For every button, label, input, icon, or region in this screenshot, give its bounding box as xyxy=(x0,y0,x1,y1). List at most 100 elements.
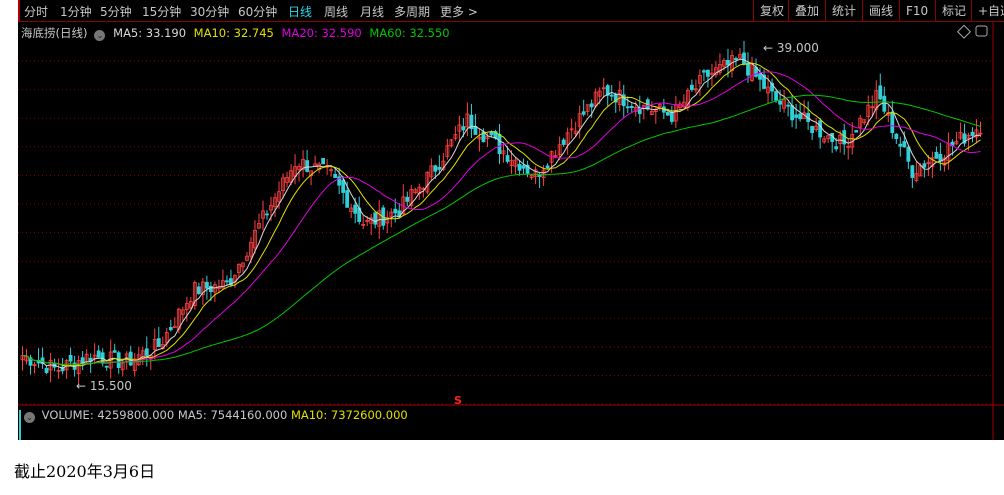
candle-body xyxy=(449,139,454,147)
ma5-line xyxy=(22,58,981,369)
candle-body xyxy=(96,350,101,358)
panel-toggle-icon xyxy=(975,25,988,37)
candle-body xyxy=(974,129,979,138)
candle-body xyxy=(249,242,253,257)
tab-1[interactable]: 1分钟 xyxy=(60,5,92,19)
ma5-value: MA5: 33.190 xyxy=(113,26,187,40)
tab-7[interactable]: 周线 xyxy=(324,5,349,19)
candle-body xyxy=(689,84,694,91)
candle-body xyxy=(184,303,189,310)
tab-2[interactable]: 5分钟 xyxy=(100,5,132,19)
candle-body xyxy=(702,70,706,73)
candle-body xyxy=(553,155,558,157)
tab-5[interactable]: 60分钟 xyxy=(238,5,278,19)
toolbar-button-6[interactable]: +自选 xyxy=(971,0,1004,22)
candle-body xyxy=(930,157,935,168)
toolbar-button-5[interactable]: 标记 xyxy=(935,0,972,22)
tab-0[interactable]: 分时 xyxy=(24,5,49,19)
candle-body xyxy=(413,189,418,193)
candle-body xyxy=(156,338,161,348)
candle-body xyxy=(265,213,269,216)
candle-body xyxy=(301,158,305,170)
candle-body xyxy=(970,131,975,136)
candle-body xyxy=(826,135,831,140)
candle-body xyxy=(144,348,149,356)
stock-title: 海底捞(日线) xyxy=(21,26,88,40)
tab-9[interactable]: 多周期 xyxy=(394,5,431,19)
toolbar-button-4[interactable]: F10 xyxy=(899,0,934,22)
candle-body xyxy=(742,52,746,65)
candle-body xyxy=(962,133,967,144)
toolbar-button-0[interactable]: 复权 xyxy=(753,0,790,22)
candle-body xyxy=(782,99,786,109)
candle-body xyxy=(349,207,354,212)
candle-body xyxy=(858,117,863,128)
candle-body xyxy=(714,67,718,76)
candle-body xyxy=(44,367,49,373)
candle-body xyxy=(609,94,614,97)
candle-body xyxy=(341,179,346,193)
candle-body xyxy=(172,325,177,329)
candle-body xyxy=(862,119,867,124)
candle-body xyxy=(305,160,309,172)
candle-body xyxy=(922,163,927,168)
candle-body xyxy=(954,140,959,145)
candle-body xyxy=(405,196,410,202)
signal-marker: S xyxy=(454,394,462,407)
candle-body xyxy=(393,208,398,214)
candle-body xyxy=(32,364,37,367)
candle-body xyxy=(537,175,542,177)
candle-body xyxy=(573,130,578,134)
tab-4[interactable]: 30分钟 xyxy=(190,5,230,19)
candle-body xyxy=(794,114,799,118)
period-toolbar: 分时 1分钟 5分钟 15分钟 30分钟 60分钟 日线 周线 月线 多周期 更多 > 复权 叠加 统计画… xyxy=(18,0,1004,22)
candle-body xyxy=(212,284,217,293)
candle-body xyxy=(333,174,338,178)
candle-body xyxy=(866,104,871,117)
candle-body xyxy=(196,286,201,294)
candle-body xyxy=(533,169,538,177)
low-label: ← 15.500 xyxy=(76,379,132,393)
candle-body xyxy=(541,169,546,178)
candle-body xyxy=(60,366,65,372)
candle-body xyxy=(361,223,366,226)
tab-3[interactable]: 15分钟 xyxy=(142,5,182,19)
candle-body xyxy=(565,132,570,145)
candle-body xyxy=(978,132,983,135)
candle-body xyxy=(798,113,803,120)
toolbar-button-2[interactable]: 统计 xyxy=(825,0,862,22)
candle-body xyxy=(818,120,823,138)
tab-10[interactable]: 更多 > xyxy=(440,5,478,19)
candle-body xyxy=(321,158,326,165)
candle-body xyxy=(910,165,915,178)
ma10-value: MA10: 32.745 xyxy=(193,26,274,40)
price-chart[interactable]: ← 39.000 ← 15.500 S xyxy=(18,0,1004,440)
candle-body xyxy=(914,173,919,181)
candle-body xyxy=(225,280,229,283)
volume-value: VOLUME: 4259800.000 xyxy=(41,408,175,422)
toolbar-button-3[interactable]: 画线 xyxy=(862,0,899,22)
ma60-line xyxy=(22,94,981,365)
chevron-down-icon[interactable]: ⌄ xyxy=(24,412,35,423)
candle-body xyxy=(649,110,654,115)
candle-body xyxy=(269,205,273,211)
volume-ma5: MA5: 7544160.000 xyxy=(177,408,288,422)
candle-body xyxy=(353,204,358,214)
candle-body xyxy=(601,87,606,90)
candle-body xyxy=(557,144,562,155)
toolbar-button-1[interactable]: 叠加 xyxy=(788,0,825,22)
candle-body xyxy=(966,134,971,139)
candle-body xyxy=(289,170,293,183)
candle-body xyxy=(529,174,534,179)
tab-6[interactable]: 日线 xyxy=(288,5,313,19)
candle-body xyxy=(906,146,911,162)
candle-body xyxy=(581,111,586,115)
chevron-down-icon[interactable]: ⌄ xyxy=(94,30,106,41)
candle-body xyxy=(112,350,117,353)
candle-body xyxy=(890,111,895,134)
tab-8[interactable]: 月线 xyxy=(360,5,385,19)
candle-body xyxy=(621,94,626,107)
candle-body xyxy=(337,176,342,186)
candle-body xyxy=(501,150,506,155)
candle-body xyxy=(297,165,301,170)
